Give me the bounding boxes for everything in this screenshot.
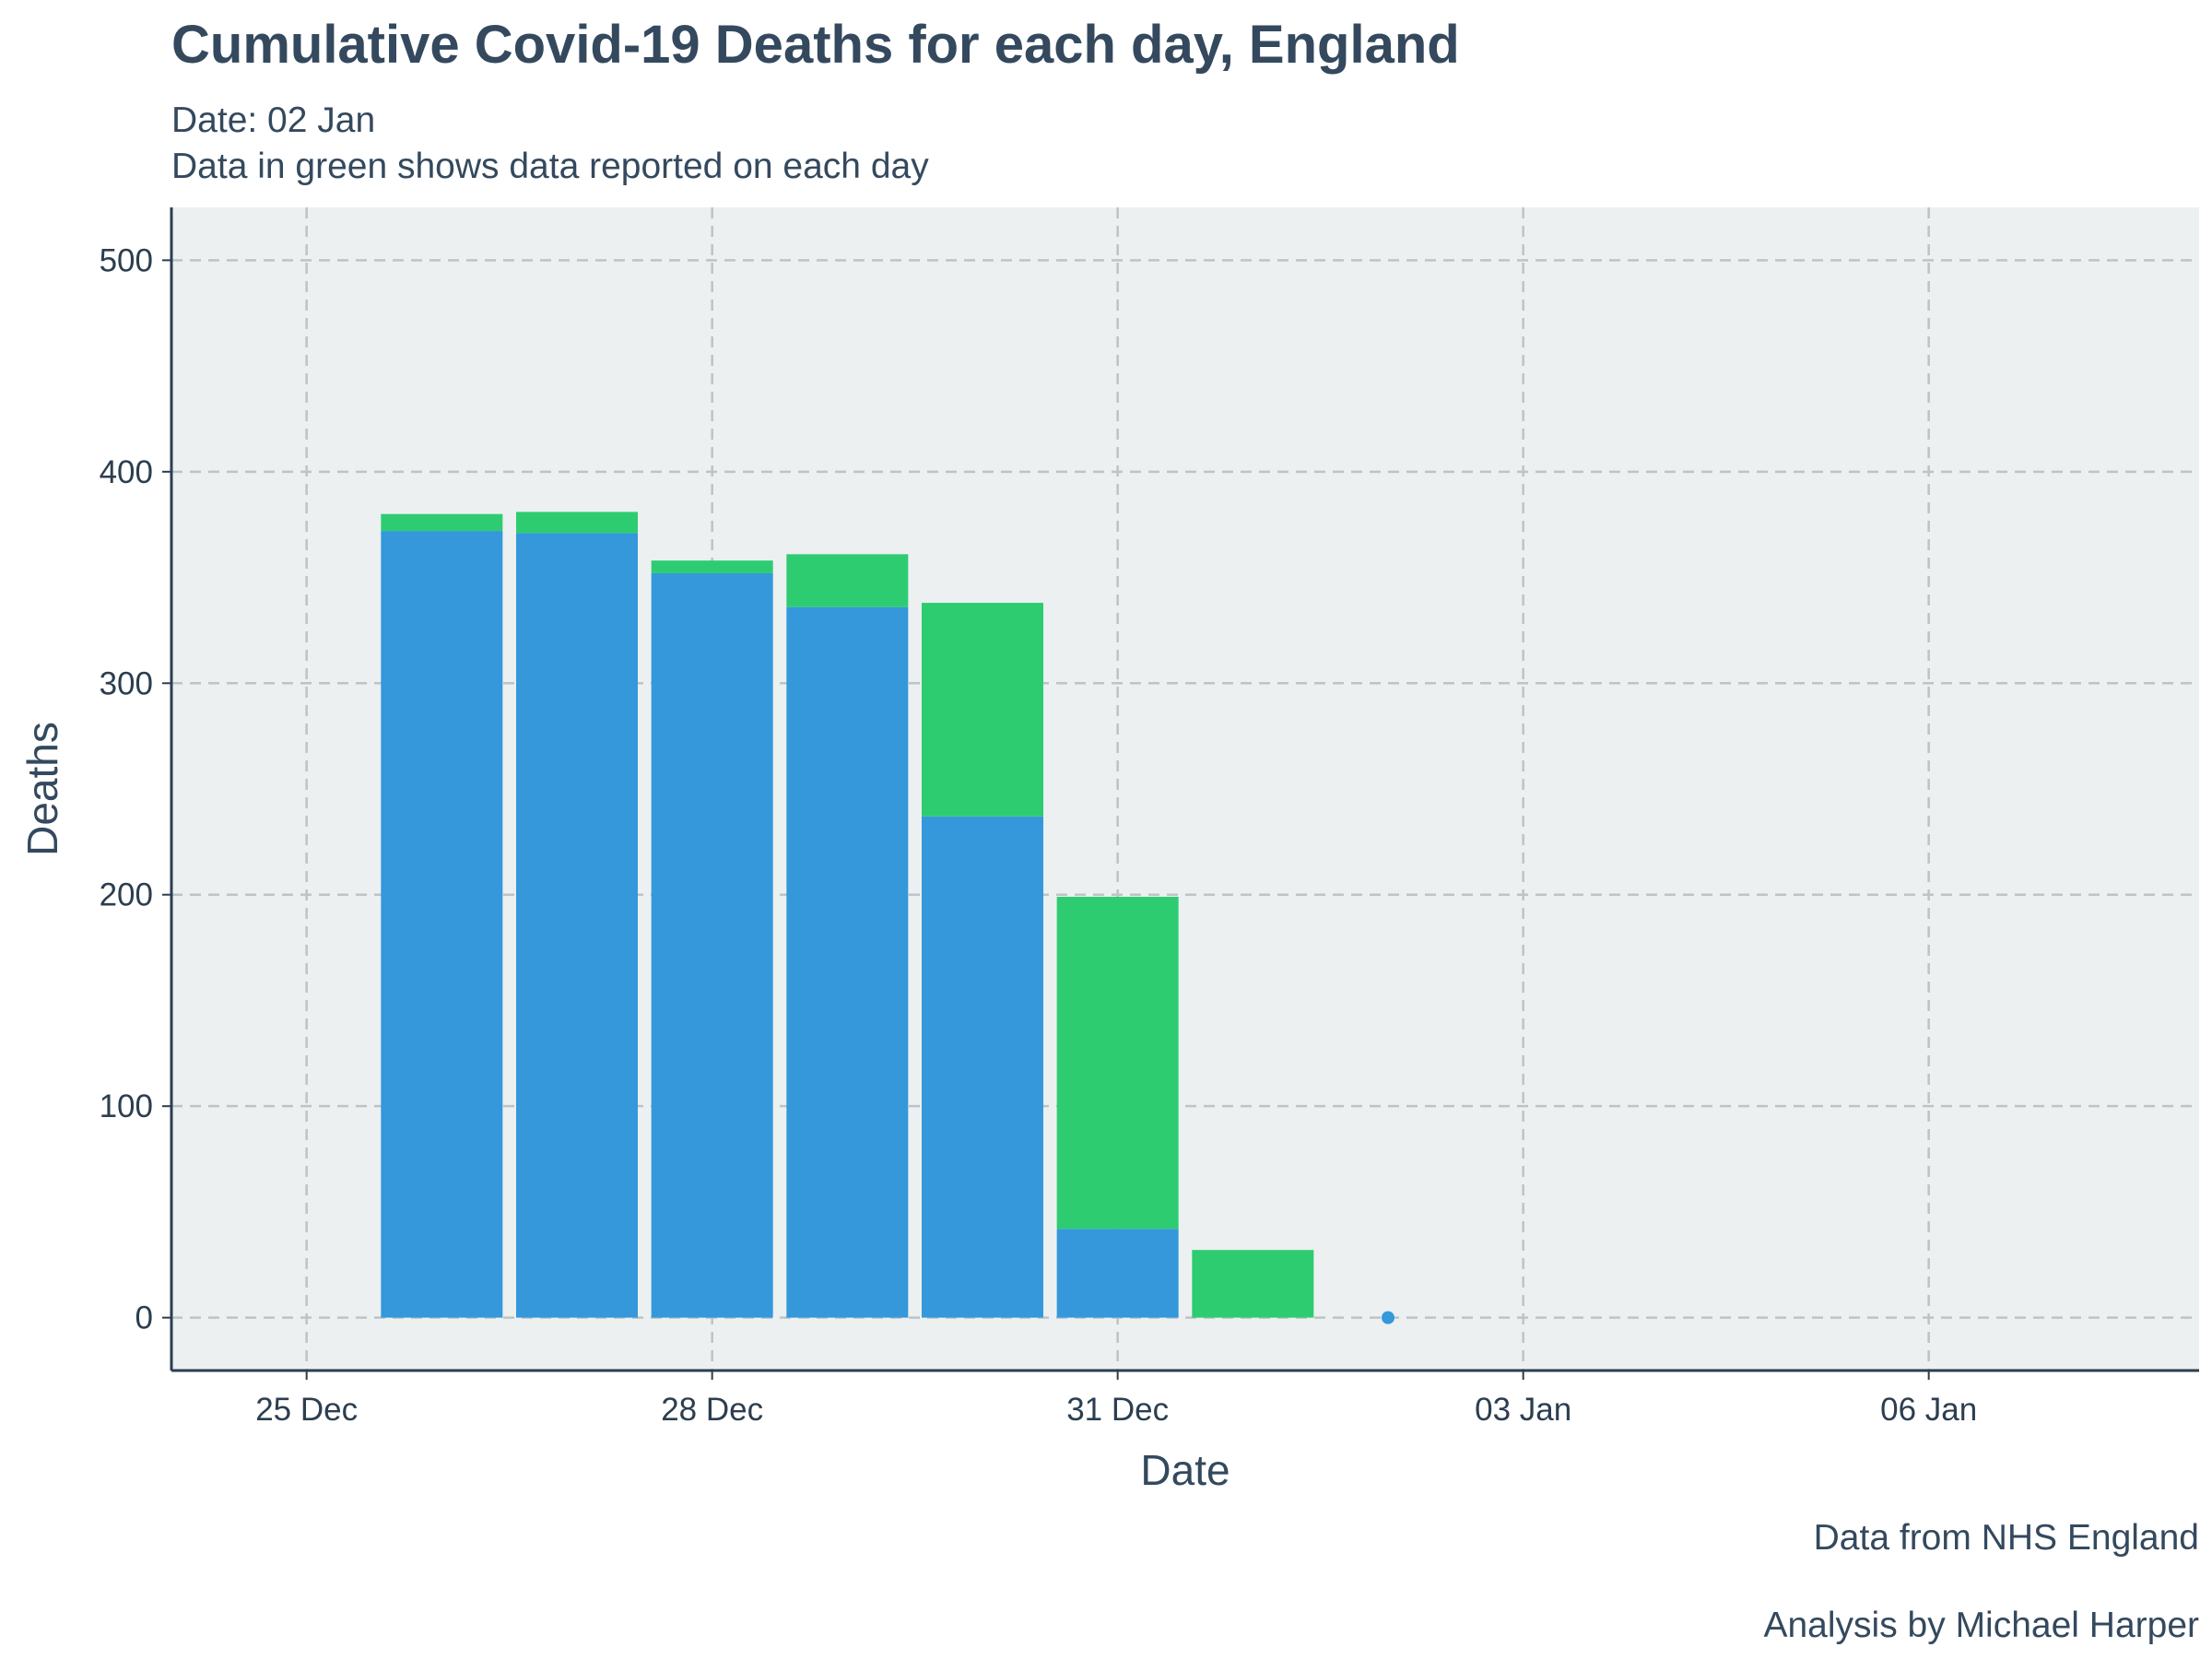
bar-segment-blue bbox=[1056, 1229, 1179, 1318]
bar-segment-green bbox=[1056, 897, 1179, 1230]
plot-panel bbox=[171, 207, 2199, 1371]
point-layer bbox=[1382, 1311, 1394, 1324]
grid-lines bbox=[171, 207, 2199, 1371]
bar-segment-green bbox=[381, 513, 503, 532]
caption-analysis-credit: Analysis by Michael Harper bbox=[1763, 1606, 2199, 1645]
x-tick-label: 25 Dec bbox=[255, 1392, 358, 1428]
bar-segment-green bbox=[1192, 1250, 1314, 1318]
bar-segment-blue bbox=[516, 533, 638, 1318]
x-tick-label: 06 Jan bbox=[1880, 1392, 1977, 1428]
data-point bbox=[1382, 1311, 1394, 1324]
bar-segment-green bbox=[651, 560, 773, 573]
bar-segment-green bbox=[516, 512, 638, 534]
y-tick-label: 500 bbox=[100, 242, 153, 278]
bar-segment-blue bbox=[922, 816, 1043, 1318]
y-tick-label: 300 bbox=[100, 665, 153, 701]
x-axis-ticks: 25 Dec 28 Dec 31 Dec 03 Jan 06 Jan bbox=[255, 1371, 1977, 1428]
bar-segment-blue bbox=[786, 606, 909, 1318]
caption-data-source: Data from NHS England bbox=[1814, 1518, 2199, 1558]
bar-segment-blue bbox=[381, 531, 503, 1318]
y-tick-label: 400 bbox=[100, 454, 153, 490]
x-tick-label: 03 Jan bbox=[1475, 1392, 1571, 1428]
bar-segment-blue bbox=[651, 572, 773, 1318]
chart-subtitle-line-1: Date: 02 Jan bbox=[171, 100, 375, 140]
y-axis-title: Deaths bbox=[18, 722, 66, 856]
chart-title: Cumulative Covid-19 Deaths for each day,… bbox=[171, 15, 1460, 75]
chart-subtitle-line-2: Data in green shows data reported on eac… bbox=[171, 147, 929, 186]
x-tick-label: 28 Dec bbox=[661, 1392, 763, 1428]
bar-segment-green bbox=[922, 603, 1043, 817]
y-axis-ticks: 0 100 200 300 400 500 bbox=[100, 242, 171, 1336]
x-tick-label: 31 Dec bbox=[1066, 1392, 1169, 1428]
y-tick-label: 200 bbox=[100, 877, 153, 913]
x-axis-title: Date bbox=[1140, 1446, 1230, 1494]
bar-segment-green bbox=[786, 554, 909, 607]
y-tick-label: 100 bbox=[100, 1088, 153, 1124]
bar-layer bbox=[381, 512, 1314, 1318]
y-tick-label: 0 bbox=[135, 1300, 153, 1336]
